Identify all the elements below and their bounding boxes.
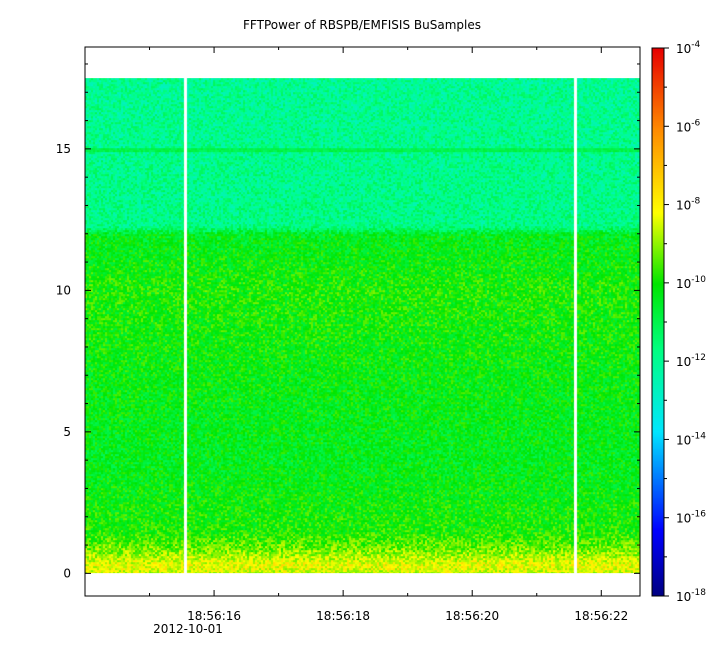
colorbar-tick-label: 10-14 <box>676 431 706 447</box>
y-tick-label: 10 <box>56 283 71 297</box>
colorbar-tick-label: 10-6 <box>676 118 701 134</box>
colorbar-tick-label: 10-16 <box>676 510 706 526</box>
chart-title: FFTPower of RBSPB/EMFISIS BuSamples <box>243 18 481 32</box>
colorbar-gradient <box>652 48 664 596</box>
spectrogram-image <box>85 78 640 574</box>
colorbar: 10-4 10-6 10-8 10-10 10-12 10-14 10-16 10-18 <box>651 40 706 604</box>
y-tick-label: 0 <box>63 566 71 580</box>
x-tick-label: 18:56:20 <box>445 609 499 623</box>
colorbar-tick-label: 10-12 <box>676 353 706 369</box>
colorbar-tick-label: 10-4 <box>676 40 701 56</box>
x-tick-label: 18:56:18 <box>316 609 370 623</box>
y-tick-label: 15 <box>56 142 71 156</box>
x-tick-label: 18:56:22 <box>574 609 628 623</box>
spectrogram-plot: 0 5 10 15 18:56:16 18:56:18 18:56:20 18:56:22 <box>56 46 641 623</box>
colorbar-tick-label: 10-18 <box>676 588 706 604</box>
colorbar-tick-label: 10-10 <box>676 275 706 291</box>
x-tick-label: 18:56:16 <box>187 609 241 623</box>
plot-frame <box>84 46 641 597</box>
y-tick-label: 5 <box>63 425 71 439</box>
x-date-label: 2012-10-01 <box>153 622 223 636</box>
colorbar-tick-label: 10-8 <box>676 197 701 213</box>
